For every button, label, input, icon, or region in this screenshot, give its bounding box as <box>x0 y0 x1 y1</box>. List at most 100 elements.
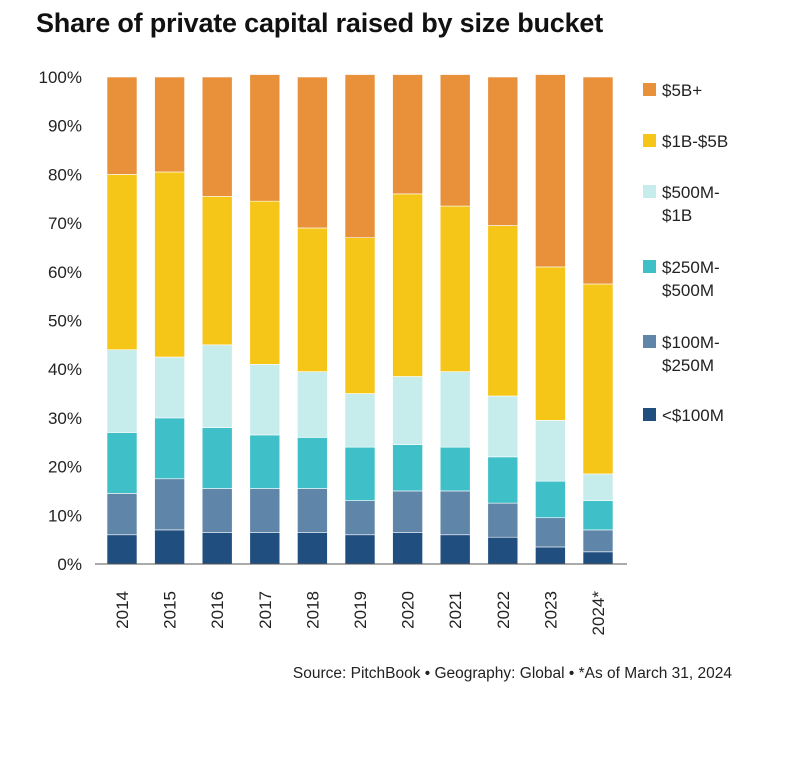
bar-segment <box>582 551 614 565</box>
bar-segment <box>106 76 138 175</box>
legend-label: $250M <box>662 356 714 375</box>
y-tick-label: 70% <box>48 214 82 233</box>
x-tick-label: 2014 <box>113 591 132 629</box>
x-axis-ticks: 2014 2015 2016 2017 2018 2019 2020 2021 2022 2023… <box>113 591 608 636</box>
bar-segment <box>344 237 376 394</box>
bar-segment <box>106 432 138 494</box>
bar-segment <box>154 76 185 173</box>
y-tick-label: 10% <box>48 506 82 525</box>
bar-segment <box>297 437 328 489</box>
bar-segment <box>201 488 233 533</box>
bar-segment <box>297 532 328 565</box>
bar-stack <box>297 76 328 565</box>
bar-segment <box>201 427 233 489</box>
bar-segment <box>201 196 233 346</box>
legend-item: <$100M <box>643 406 724 425</box>
legend-swatch <box>643 260 656 273</box>
bar-segment <box>487 76 519 226</box>
bar-segment <box>297 227 328 372</box>
x-tick-label: 2015 <box>161 591 180 629</box>
bar-segment <box>487 456 519 504</box>
bar-segment <box>392 74 423 195</box>
bar-segment <box>535 420 566 482</box>
bar-segment <box>249 364 281 436</box>
legend-label: $100M- <box>662 333 720 352</box>
bar-segment <box>106 349 138 433</box>
bar-segment <box>535 480 566 519</box>
bar-stack <box>535 74 566 565</box>
bar-segment <box>344 74 376 239</box>
bar-segment <box>249 200 281 365</box>
legend-swatch <box>643 408 656 421</box>
legend-label: $5B+ <box>662 81 702 100</box>
legend-label: $1B-$5B <box>662 132 728 151</box>
x-tick-label: 2023 <box>541 591 560 629</box>
legend-label: $250M- <box>662 258 720 277</box>
legend-swatch <box>643 134 656 147</box>
bar-segment <box>297 488 328 533</box>
x-tick-label: 2021 <box>446 591 465 629</box>
legend-item: $1B-$5B <box>643 132 728 151</box>
bar-segment <box>535 74 566 268</box>
legend-item: $500M- $1B <box>643 183 720 225</box>
legend-swatch <box>643 185 656 198</box>
bar-segment <box>249 434 281 489</box>
x-tick-label: 2022 <box>494 591 513 629</box>
x-tick-label: 2017 <box>256 591 275 629</box>
y-tick-label: 50% <box>48 312 82 331</box>
bar-segment <box>535 266 566 421</box>
bar-segment <box>487 395 519 458</box>
bar-segment <box>154 171 185 358</box>
bar-segment <box>154 356 185 419</box>
x-tick-label: 2016 <box>208 591 227 629</box>
legend-item: $5B+ <box>643 81 702 100</box>
bar-segment <box>392 490 423 533</box>
bar-segment <box>249 74 281 202</box>
bar-segment <box>201 532 233 565</box>
bar-segment <box>439 490 471 536</box>
chart-title: Share of private capital raised by size … <box>36 8 604 38</box>
y-tick-label: 40% <box>48 360 82 379</box>
bar-segment <box>344 534 376 565</box>
bar-segment <box>582 500 614 531</box>
bar-segment <box>344 500 376 536</box>
bar-segment <box>535 517 566 548</box>
y-axis-ticks: 0% 10% 20% 30% 40% 50% 60% 70% 80% 90% 100% <box>39 68 82 574</box>
y-tick-label: 80% <box>48 165 82 184</box>
legend-label: <$100M <box>662 406 724 425</box>
bar-segment <box>439 371 471 448</box>
legend-swatch <box>643 335 656 348</box>
y-tick-label: 20% <box>48 458 82 477</box>
y-tick-label: 30% <box>48 409 82 428</box>
legend-item: $100M- $250M <box>643 333 720 375</box>
bar-segment <box>297 371 328 438</box>
bar-segment <box>582 529 614 553</box>
bar-segment <box>392 193 423 377</box>
bar-segment <box>106 174 138 351</box>
bar-segment <box>439 446 471 492</box>
x-tick-label: 2018 <box>303 591 322 629</box>
bar-segment <box>392 376 423 445</box>
legend-label: $1B <box>662 206 692 225</box>
y-tick-label: 90% <box>48 117 82 136</box>
x-tick-label: 2019 <box>351 591 370 629</box>
y-tick-label: 100% <box>39 68 82 87</box>
bar-segment <box>439 205 471 372</box>
bar-stack <box>154 76 185 565</box>
bar-segment <box>439 534 471 565</box>
bar-segment <box>106 493 138 536</box>
bar-segment <box>392 532 423 565</box>
x-tick-label: 2020 <box>399 591 418 629</box>
bar-segment <box>344 393 376 448</box>
bar-segment <box>154 478 185 531</box>
bar-stack <box>392 74 423 565</box>
legend-label: $500M- <box>662 183 720 202</box>
bar-segment <box>439 74 471 207</box>
bar-stack <box>201 76 233 565</box>
bar-stacks <box>106 74 614 565</box>
bar-stack <box>106 76 138 565</box>
bar-stack <box>487 76 519 565</box>
bar-segment <box>487 502 519 538</box>
bar-segment <box>249 488 281 533</box>
